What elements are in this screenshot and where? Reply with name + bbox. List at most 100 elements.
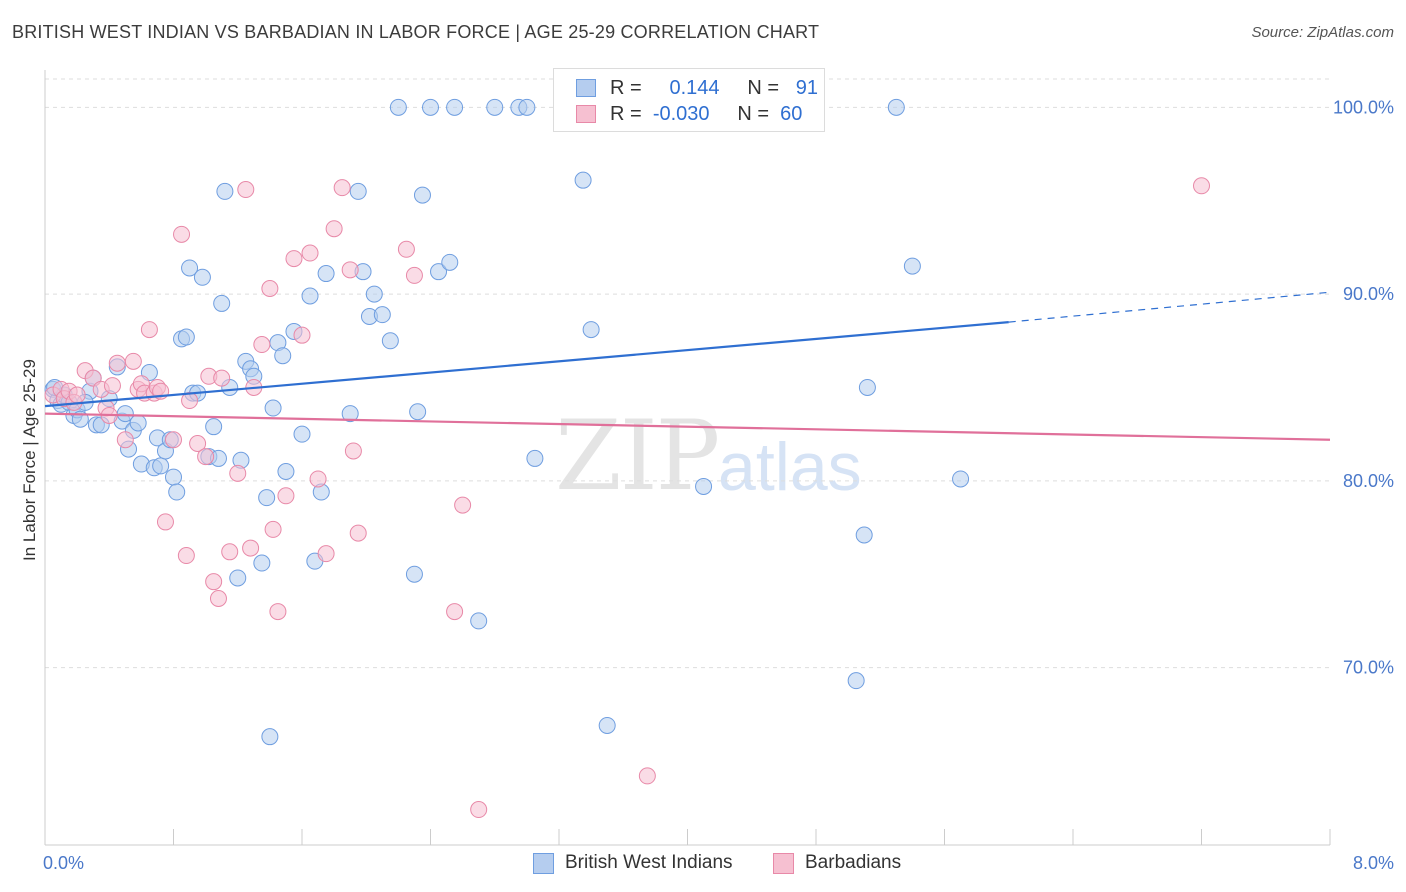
data-point (301, 287, 319, 305)
data-point (156, 513, 174, 531)
trend-line (44, 321, 1009, 408)
data-point (103, 377, 121, 395)
data-point (317, 545, 335, 563)
n-label: N = (747, 77, 780, 99)
data-point (847, 672, 865, 690)
data-point (168, 483, 186, 501)
trend-lines (44, 291, 1331, 441)
data-point (574, 171, 592, 189)
data-point (405, 266, 423, 284)
data-point (301, 244, 319, 262)
data-point (129, 414, 147, 432)
data-point (177, 328, 195, 346)
y-tick-label: 100.0% (1333, 97, 1394, 117)
legend-label: British West Indians (565, 852, 733, 873)
data-point (952, 470, 970, 488)
source-label: Source: ZipAtlas.com (1251, 24, 1394, 41)
trend-line-extension (1008, 291, 1331, 323)
data-point (381, 332, 399, 350)
data-point (598, 716, 616, 734)
data-point (116, 431, 134, 449)
data-point (526, 449, 544, 467)
data-point (285, 250, 303, 268)
data-point (205, 418, 223, 436)
n-label: N = (737, 103, 770, 125)
data-point (261, 279, 279, 297)
data-point (193, 268, 211, 286)
data-point (253, 336, 271, 354)
legend-swatch-pink (576, 105, 596, 123)
data-point (216, 182, 234, 200)
data-point (413, 186, 431, 204)
data-point (264, 399, 282, 417)
data-point (213, 294, 231, 312)
data-point (242, 539, 260, 557)
data-point (221, 543, 239, 561)
data-point (349, 524, 367, 542)
data-point (108, 354, 126, 372)
data-point (253, 554, 271, 572)
data-point (197, 448, 215, 466)
data-point (165, 431, 182, 449)
data-point (441, 253, 459, 271)
x-tick-label: 8.0% (1353, 853, 1394, 873)
data-point (422, 98, 439, 116)
data-point (213, 369, 231, 387)
data-point (68, 386, 86, 404)
r-value-blue: 0.144 (669, 77, 720, 99)
data-point (152, 457, 170, 475)
series-barbadians (44, 177, 1210, 819)
data-point (1193, 177, 1210, 195)
r-label: R = (610, 103, 642, 125)
data-point (446, 603, 464, 621)
data-point (237, 181, 255, 199)
data-point (582, 321, 600, 339)
data-point (269, 603, 287, 621)
data-point (274, 347, 292, 365)
legend-swatch-blue (533, 853, 554, 874)
axis-labels: 70.0% 80.0% 90.0% 100.0% 0.0% 8.0% In Labor Fo… (20, 97, 1394, 873)
data-point (638, 767, 656, 785)
data-point (173, 225, 191, 243)
data-point (165, 468, 182, 486)
y-tick-label: 70.0% (1343, 658, 1394, 678)
data-point (695, 477, 713, 495)
data-point (293, 326, 311, 344)
data-point (181, 259, 199, 277)
y-axis-title: In Labor Force | Age 25-29 (20, 359, 39, 561)
data-point (349, 182, 367, 200)
series-british-west-indians (44, 98, 970, 746)
watermark-atlas: atlas (718, 429, 862, 505)
data-point (855, 526, 873, 544)
data-point (205, 573, 223, 591)
data-point (309, 470, 327, 488)
chart-title: BRITISH WEST INDIAN VS BARBADIAN IN LABO… (12, 22, 820, 42)
data-point (293, 425, 311, 443)
data-point (333, 179, 351, 197)
data-point (341, 261, 359, 279)
data-point (858, 378, 876, 396)
data-point (373, 306, 391, 324)
legend-label: Barbadians (805, 852, 902, 873)
stats-legend: R = 0.144 N = 91 R = -0.030 N = 60 (553, 68, 825, 132)
data-point (261, 728, 279, 746)
data-point (389, 98, 407, 116)
data-point (325, 220, 343, 238)
r-label: R = (610, 77, 642, 99)
data-point (341, 405, 359, 423)
data-point (124, 352, 142, 370)
trend-line (44, 412, 1331, 441)
data-point (405, 565, 423, 583)
data-point (486, 98, 504, 116)
data-point (277, 487, 295, 505)
data-point (430, 263, 448, 281)
data-point (277, 463, 295, 481)
data-point (177, 547, 195, 565)
data-point (258, 489, 276, 507)
data-point (470, 801, 488, 819)
data-point (887, 98, 905, 116)
data-point (344, 442, 362, 460)
legend-swatch-blue (576, 79, 596, 97)
data-point (209, 589, 227, 607)
